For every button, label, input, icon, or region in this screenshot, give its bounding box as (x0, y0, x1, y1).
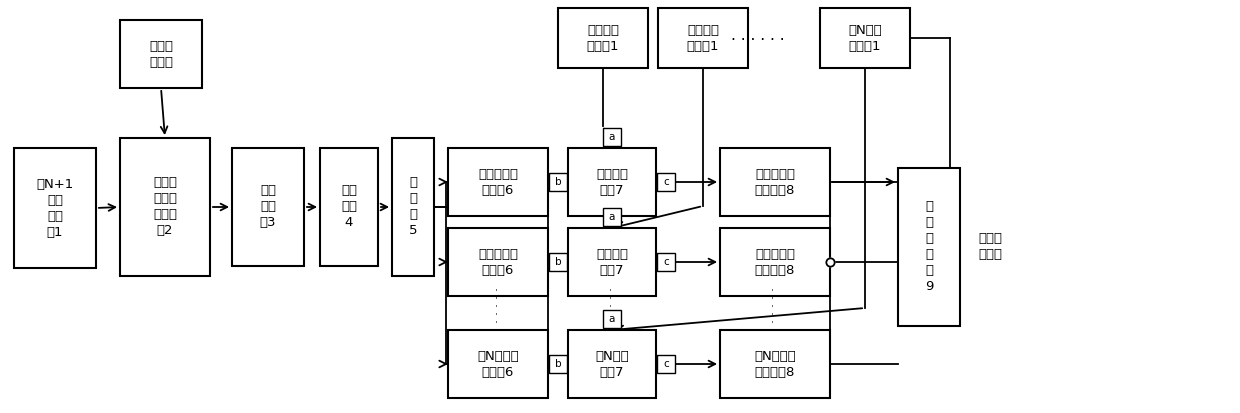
Bar (120, 20, 202, 88)
Text: 第N色散位
移光纤6: 第N色散位 移光纤6 (477, 349, 518, 378)
Bar (568, 148, 656, 216)
Bar (820, 8, 910, 68)
Bar (603, 310, 621, 328)
Text: 光隔
离器
4: 光隔 离器 4 (341, 185, 357, 230)
Bar (14, 148, 95, 268)
Text: 第N+1
单频
激光
器1: 第N+1 单频 激光 器1 (36, 178, 73, 238)
Text: · · · · ·: · · · · · (605, 287, 619, 323)
Bar (120, 138, 210, 276)
Text: · · · · ·: · · · · · (491, 287, 505, 323)
Bar (448, 228, 548, 296)
Text: 第二色散位
移光纤6: 第二色散位 移光纤6 (477, 247, 518, 276)
Bar (549, 355, 567, 373)
Text: c: c (663, 257, 668, 267)
Bar (603, 208, 621, 226)
Text: 分
路
器
5: 分 路 器 5 (409, 176, 417, 237)
Text: 测量频
率输出: 测量频 率输出 (978, 233, 1002, 261)
Text: 载波抑
制双边
带调制
器2: 载波抑 制双边 带调制 器2 (153, 176, 177, 237)
Text: . . . . . .: . . . . . . (732, 28, 785, 43)
Bar (898, 168, 960, 326)
Text: 高通
滤波
器3: 高通 滤波 器3 (259, 185, 277, 230)
Text: b: b (554, 177, 562, 187)
Text: c: c (663, 177, 668, 187)
Bar (448, 148, 548, 216)
Text: · · · · ·: · · · · · (769, 287, 781, 323)
Text: 第一单频
激光器1: 第一单频 激光器1 (587, 24, 619, 52)
Text: 第一色散位
移光纤6: 第一色散位 移光纤6 (477, 168, 518, 197)
Bar (232, 148, 304, 266)
Bar (549, 253, 567, 271)
Text: 第N光环
形器7: 第N光环 形器7 (595, 349, 629, 378)
Text: a: a (609, 132, 615, 142)
Text: b: b (554, 359, 562, 369)
Text: 数
据
处
理
器
9: 数 据 处 理 器 9 (925, 200, 934, 294)
Bar (658, 8, 748, 68)
Text: a: a (609, 212, 615, 222)
Bar (603, 128, 621, 146)
Text: 第N单频
激光器1: 第N单频 激光器1 (848, 24, 882, 52)
Text: 第二单频
激光器1: 第二单频 激光器1 (687, 24, 719, 52)
Bar (568, 330, 656, 398)
Bar (392, 138, 434, 276)
Text: 第N低频光
电探测器8: 第N低频光 电探测器8 (754, 349, 796, 378)
Bar (657, 355, 675, 373)
Bar (448, 330, 548, 398)
Bar (657, 173, 675, 191)
Text: b: b (554, 257, 562, 267)
Bar (558, 8, 649, 68)
Text: a: a (609, 314, 615, 324)
Bar (657, 253, 675, 271)
Bar (568, 228, 656, 296)
Text: 待测微
波信号: 待测微 波信号 (149, 40, 174, 69)
Text: 第一光环
形器7: 第一光环 形器7 (596, 168, 627, 197)
Bar (720, 148, 830, 216)
Text: 第二光环
形器7: 第二光环 形器7 (596, 247, 627, 276)
Bar (720, 228, 830, 296)
Bar (720, 330, 830, 398)
Text: 第一低频光
电探测器8: 第一低频光 电探测器8 (755, 168, 795, 197)
Bar (549, 173, 567, 191)
Text: 第二低频光
电探测器8: 第二低频光 电探测器8 (755, 247, 795, 276)
Text: c: c (663, 359, 668, 369)
Bar (320, 148, 378, 266)
